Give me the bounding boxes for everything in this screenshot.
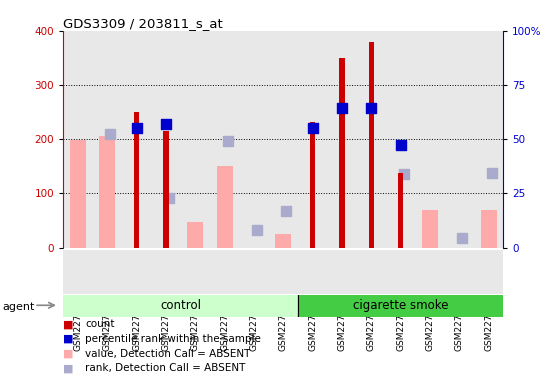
Bar — [187, 222, 204, 248]
Point — [132, 125, 141, 131]
Point — [308, 125, 317, 131]
Text: ■: ■ — [63, 319, 74, 329]
Point — [252, 227, 261, 233]
Bar — [398, 173, 403, 248]
Point — [282, 208, 290, 214]
Bar — [99, 136, 116, 248]
Text: count: count — [85, 319, 115, 329]
Point — [164, 195, 173, 201]
Point — [367, 105, 376, 111]
Bar — [310, 122, 315, 248]
Bar — [368, 41, 374, 248]
Bar — [481, 210, 497, 248]
Bar — [275, 234, 292, 248]
Bar — [422, 210, 438, 248]
Point — [223, 138, 232, 144]
Text: GDS3309 / 203811_s_at: GDS3309 / 203811_s_at — [63, 17, 223, 30]
Bar — [217, 166, 233, 248]
Text: percentile rank within the sample: percentile rank within the sample — [85, 334, 261, 344]
Point — [458, 235, 466, 241]
Point — [399, 171, 408, 177]
Point — [487, 170, 496, 176]
Text: ■: ■ — [63, 363, 74, 373]
Point — [338, 105, 346, 111]
Text: value, Detection Call = ABSENT: value, Detection Call = ABSENT — [85, 349, 251, 359]
Point — [396, 142, 405, 148]
Point — [162, 121, 170, 127]
Text: agent: agent — [3, 302, 35, 312]
Bar — [339, 58, 344, 248]
Bar — [63, 295, 298, 317]
Text: cigarette smoke: cigarette smoke — [353, 299, 448, 312]
Text: control: control — [160, 299, 201, 312]
Bar — [70, 140, 86, 248]
Point — [106, 131, 114, 137]
Text: rank, Detection Call = ABSENT: rank, Detection Call = ABSENT — [85, 363, 246, 373]
Text: ■: ■ — [63, 349, 74, 359]
Text: ■: ■ — [63, 334, 74, 344]
Bar — [163, 131, 168, 248]
Bar — [298, 295, 503, 317]
Bar — [134, 112, 139, 248]
